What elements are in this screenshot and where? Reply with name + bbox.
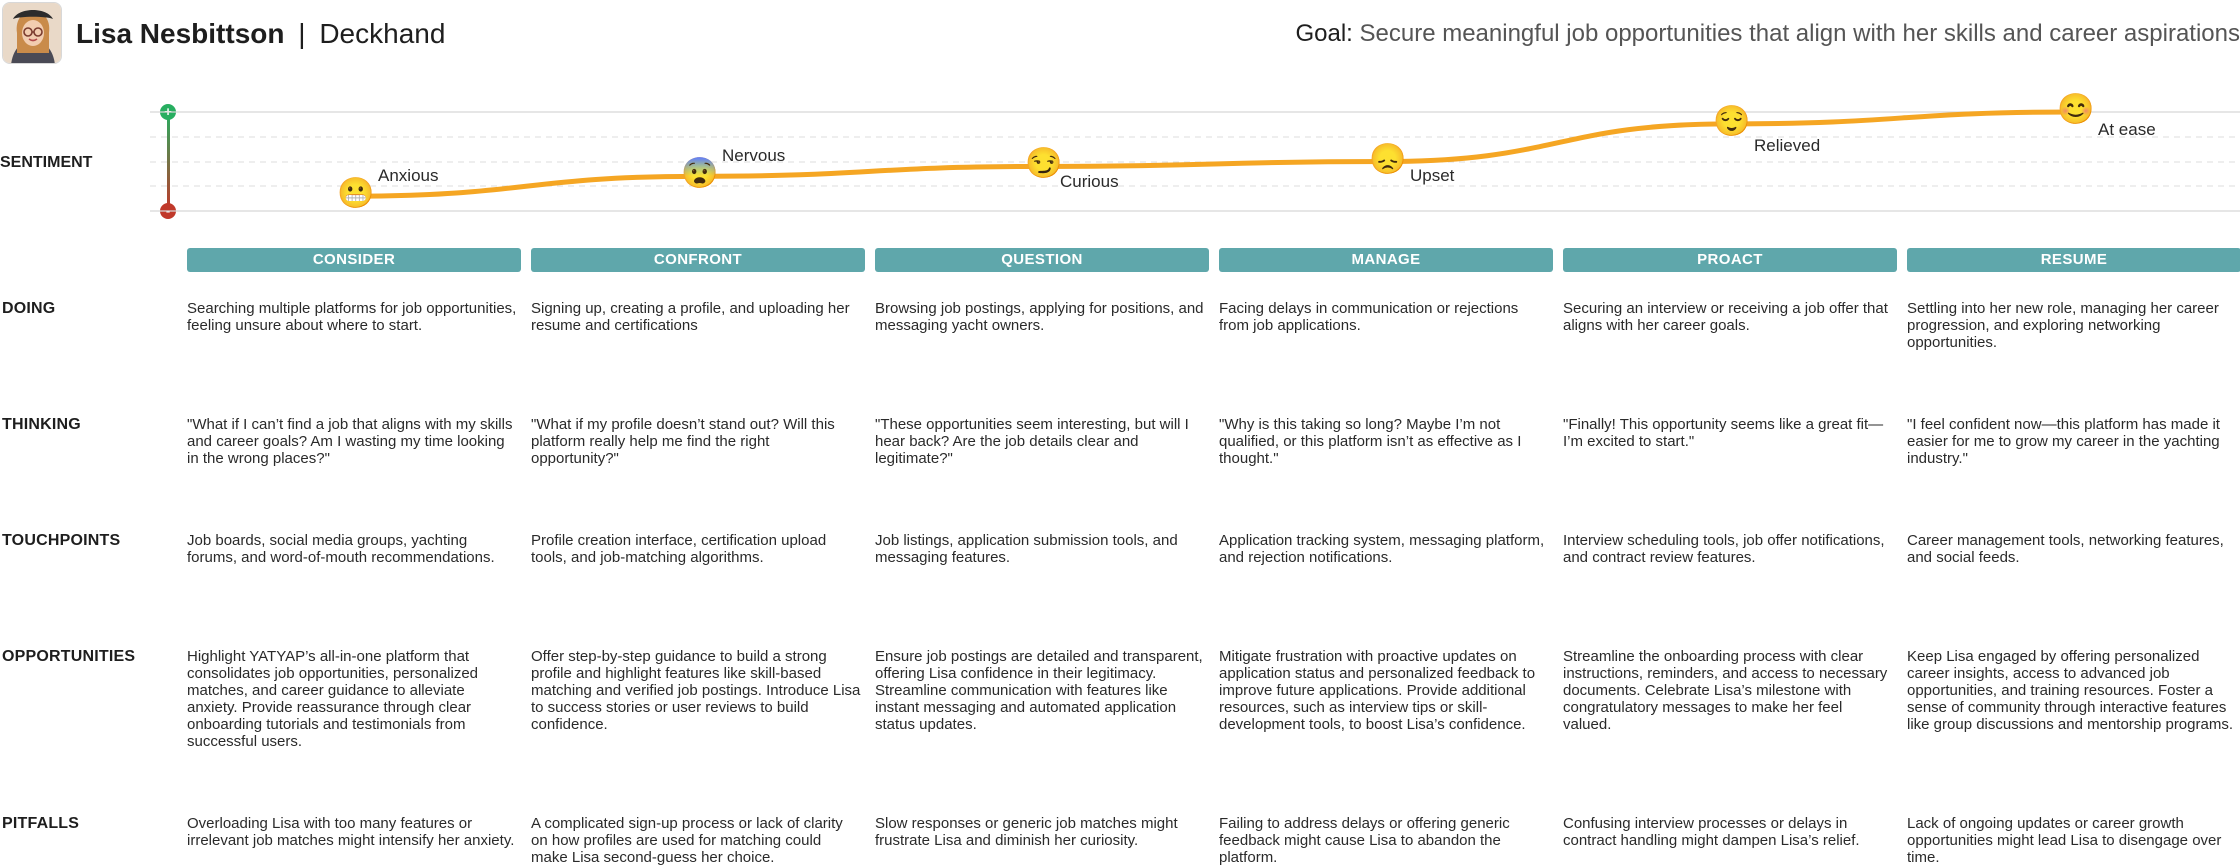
touchpoints-cell-manage: Application tracking system, messaging p… — [1219, 532, 1545, 566]
sentiment-line — [351, 109, 2077, 199]
stage-header-consider: CONSIDER — [187, 248, 521, 272]
doing-cell-resume: Settling into her new role, managing her… — [1907, 300, 2219, 351]
sentiment-label: Upset — [1410, 165, 1455, 185]
sentiment-row-label: SENTIMENT — [0, 154, 93, 171]
pitfalls-cell-question: Slow responses or generic job matches mi… — [875, 815, 1178, 849]
goal-label: Goal: — [1295, 20, 1353, 47]
goal-text: Secure meaningful job opportunities that… — [1359, 20, 2240, 47]
sentiment-label: Curious — [1060, 172, 1119, 192]
touchpoints-cell-proact: Interview scheduling tools, job offer no… — [1563, 532, 1885, 566]
thinking-cell-consider: "What if I can’t find a job that aligns … — [187, 416, 513, 467]
sentiment-label: At ease — [2098, 120, 2156, 139]
stage-header-proact: PROACT — [1563, 248, 1897, 272]
thinking-cell-confront: "What if my profile doesn’t stand out? W… — [531, 416, 835, 467]
sentiment-label: Nervous — [722, 146, 786, 166]
pitfalls-cell-consider: Overloading Lisa with too many features … — [187, 815, 515, 849]
sentiment-emoji-icon: 😏 — [1025, 147, 1063, 181]
sentiment-emoji-icon: 😞 — [1369, 142, 1407, 176]
doing-cell-consider: Searching multiple platforms for job opp… — [187, 300, 517, 334]
sentiment-emoji-icon: 😨 — [681, 157, 719, 191]
touchpoints-cell-consider: Job boards, social media groups, yachtin… — [187, 532, 495, 566]
stage-header-manage: MANAGE — [1219, 248, 1553, 272]
pitfalls-cell-proact: Confusing interview processes or delays … — [1563, 815, 1860, 849]
goal: Goal: Secure meaningful job opportunitie… — [1295, 18, 2240, 50]
touchpoints-cell-question: Job listings, application submission too… — [875, 532, 1178, 566]
avatar — [2, 2, 62, 64]
doing-row-label: DOING — [2, 300, 56, 317]
sentiment-label: Anxious — [378, 166, 439, 186]
doing-cell-proact: Securing an interview or receiving a job… — [1563, 300, 1888, 334]
thinking-cell-manage: "Why is this taking so long? Maybe I’m n… — [1219, 416, 1522, 467]
thinking-cell-resume: "I feel confident now—this platform has … — [1907, 416, 2220, 467]
stage-header-question: QUESTION — [875, 248, 1209, 272]
opportunities-cell-proact: Streamline the onboarding process with c… — [1563, 648, 1888, 733]
pitfalls-cell-confront: A complicated sign-up process or lack of… — [531, 815, 843, 866]
stage-header-confront: CONFRONT — [531, 248, 865, 272]
opportunities-cell-question: Ensure job postings are detailed and tra… — [875, 648, 1203, 733]
sentiment-emoji-icon: 😊 — [2057, 93, 2095, 126]
doing-cell-question: Browsing job postings, applying for posi… — [875, 300, 1204, 334]
persona-title: Lisa Nesbittson | Deckhand — [76, 16, 445, 52]
doing-cell-confront: Signing up, creating a profile, and uplo… — [531, 300, 850, 334]
sentiment-chart — [150, 109, 2240, 212]
opportunities-cell-resume: Keep Lisa engaged by offering personaliz… — [1907, 648, 2233, 733]
opportunities-row-label: OPPORTUNITIES — [2, 648, 136, 665]
persona-role: Deckhand — [319, 18, 446, 49]
persona-separator: | — [298, 18, 306, 49]
opportunities-cell-confront: Offer step-by-step guidance to build a s… — [531, 648, 861, 733]
sentiment-label: Relieved — [1754, 135, 1821, 155]
pitfalls-cell-resume: Lack of ongoing updates or career growth… — [1907, 815, 2222, 866]
touchpoints-cell-confront: Profile creation interface, certificatio… — [531, 532, 827, 566]
sentiment-axis — [167, 112, 170, 210]
opportunities-cell-manage: Mitigate frustration with proactive upda… — [1219, 648, 1536, 733]
thinking-row-label: THINKING — [2, 416, 81, 433]
sentiment-emoji-icon: 😌 — [1713, 104, 1751, 138]
sentiment-emoji-icon: 😬 — [337, 177, 375, 211]
doing-cell-manage: Facing delays in communication or reject… — [1219, 300, 1519, 334]
touchpoints-cell-resume: Career management tools, networking feat… — [1907, 532, 2224, 566]
pitfalls-row-label: PITFALLS — [2, 815, 80, 832]
persona-name: Lisa Nesbittson — [76, 18, 285, 49]
pitfalls-cell-manage: Failing to address delays or offering ge… — [1219, 815, 1510, 866]
thinking-cell-proact: "Finally! This opportunity seems like a … — [1563, 416, 1884, 450]
stage-header-resume: RESUME — [1907, 248, 2240, 272]
opportunities-cell-consider: Highlight YATYAP’s all-in-one platform t… — [187, 648, 479, 750]
touchpoints-row-label: TOUCHPOINTS — [2, 532, 121, 549]
thinking-cell-question: "These opportunities seem interesting, b… — [875, 416, 1189, 467]
